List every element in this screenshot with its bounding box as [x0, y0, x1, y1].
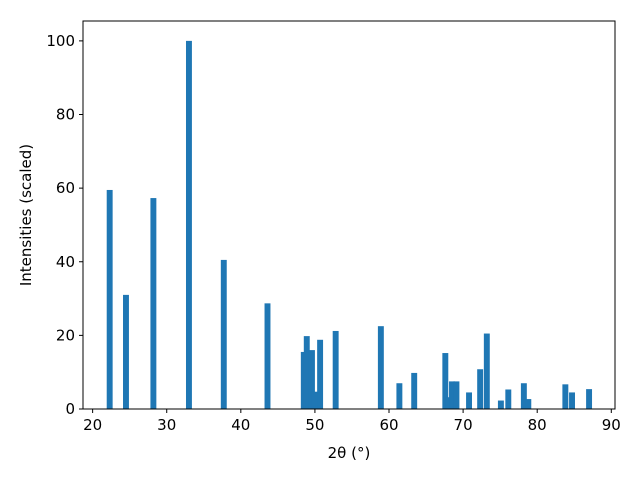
bar [449, 381, 455, 409]
bar [497, 400, 504, 409]
x-tick-label: 50 [305, 416, 324, 434]
y-tick-label: 100 [46, 32, 75, 50]
x-tick-label: 90 [602, 416, 621, 434]
y-tick-label: 80 [56, 106, 75, 124]
bar [411, 372, 418, 409]
bar [303, 336, 310, 409]
bar [220, 259, 227, 409]
x-tick-label: 30 [157, 416, 176, 434]
x-tick-label: 40 [231, 416, 250, 434]
bar [569, 392, 575, 409]
plot-frame [82, 20, 616, 410]
x-axis-label: 2θ (°) [328, 444, 371, 462]
y-tick-label: 20 [56, 326, 75, 344]
bar [123, 294, 129, 409]
x-tick-label: 60 [379, 416, 398, 434]
bar [483, 333, 490, 409]
y-tick-label: 60 [56, 179, 75, 197]
bar [106, 189, 113, 409]
x-tick-label: 20 [83, 416, 102, 434]
bar [311, 391, 318, 409]
bar [453, 381, 460, 409]
x-tick-label: 70 [454, 416, 473, 434]
y-axis-label: Intensities (scaled) [17, 144, 35, 286]
bar [477, 369, 484, 409]
bar [442, 353, 449, 409]
bar [445, 397, 452, 409]
bar [466, 392, 472, 409]
bar [505, 389, 512, 409]
bar [308, 350, 315, 409]
bar [317, 339, 324, 409]
bar [150, 198, 157, 409]
bar [562, 384, 569, 409]
bar [525, 399, 532, 409]
x-tick-label: 80 [528, 416, 547, 434]
bar [332, 330, 339, 409]
bar [185, 40, 192, 409]
y-tick-label: 40 [56, 253, 75, 271]
bar [377, 326, 384, 409]
bar [396, 383, 403, 409]
bar [520, 383, 527, 409]
bar [264, 303, 271, 409]
bar [586, 389, 593, 409]
y-tick-label: 0 [65, 400, 75, 418]
